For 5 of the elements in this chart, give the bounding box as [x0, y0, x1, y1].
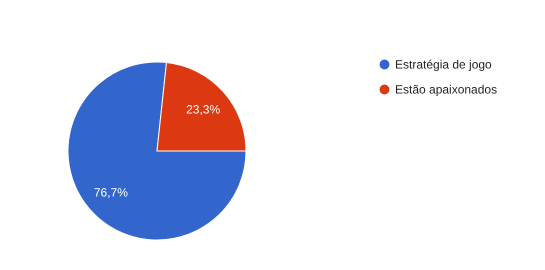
legend-label: Estratégia de jogo [395, 58, 492, 72]
data-label: 76,7% [94, 185, 128, 200]
pie-slice [68, 62, 246, 240]
data-label: 23,3% [186, 102, 220, 117]
legend-label: Estão apaixonados [395, 82, 498, 96]
